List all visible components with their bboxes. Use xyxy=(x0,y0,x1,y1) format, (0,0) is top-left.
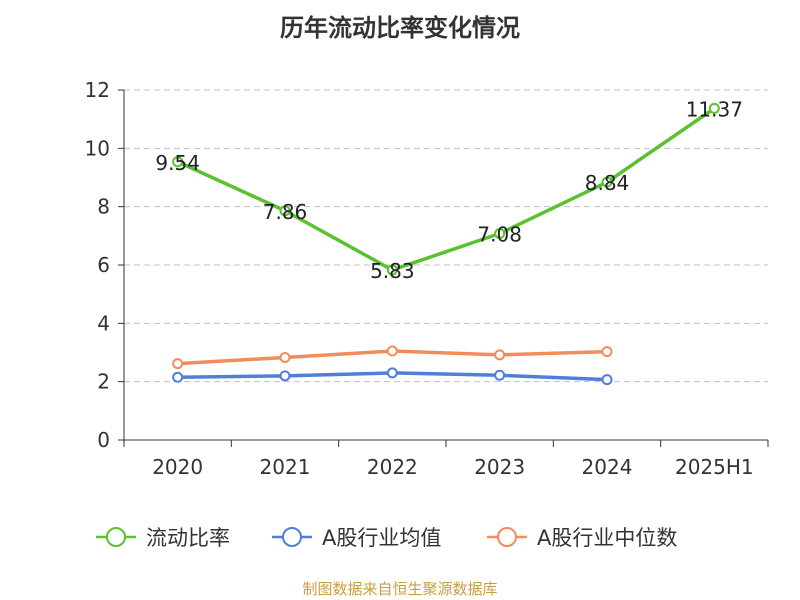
data-point xyxy=(172,371,184,383)
x-tick-label-2022: 2022 xyxy=(367,455,418,479)
data-point xyxy=(494,369,506,381)
data-point xyxy=(279,205,291,217)
legend-marker xyxy=(106,527,126,547)
data-point xyxy=(601,346,613,358)
chart-title: 历年流动比率变化情况 xyxy=(280,14,520,42)
data-point xyxy=(172,156,184,168)
data-label: 11.37 xyxy=(686,97,743,121)
y-tick-label: 0 xyxy=(97,428,110,452)
data-point xyxy=(601,374,613,386)
x-tick-label-2020: 2020 xyxy=(152,455,203,479)
series-line-0 xyxy=(175,106,717,272)
y-tick-label: 8 xyxy=(97,195,110,219)
data-label: 9.54 xyxy=(155,151,200,175)
data-point xyxy=(279,370,291,382)
y-tick-label: 6 xyxy=(97,253,110,277)
data-point xyxy=(494,349,506,361)
x-tick-label-2023: 2023 xyxy=(474,455,525,479)
data-label: 8.84 xyxy=(585,171,630,195)
x-tick-label-2025H1: 2025H1 xyxy=(675,455,754,479)
source-note: 制图数据来自恒生聚源数据库 xyxy=(302,580,498,598)
y-tick-label: 4 xyxy=(97,311,110,335)
legend-marker xyxy=(497,527,517,547)
legend-item-1[interactable]: A股行业均值 xyxy=(322,526,441,550)
data-point xyxy=(708,102,720,114)
y-tick-label: 2 xyxy=(97,370,110,394)
data-point xyxy=(494,228,506,239)
y-tick-label: 10 xyxy=(85,136,110,160)
data-label: 7.08 xyxy=(477,223,522,247)
data-point xyxy=(172,358,184,370)
data-label: 7.86 xyxy=(263,200,308,224)
x-tick-label-2024: 2024 xyxy=(582,455,633,479)
legend-item-2[interactable]: A股行业中位数 xyxy=(537,526,677,550)
legend-item-0[interactable]: 流动比率 xyxy=(146,526,230,550)
data-point xyxy=(386,345,398,357)
legend-marker xyxy=(282,527,302,547)
data-point xyxy=(386,264,398,276)
y-tick-label: 12 xyxy=(85,78,110,102)
x-tick-label-2021: 2021 xyxy=(260,455,311,479)
data-point xyxy=(601,176,613,188)
data-label: 5.83 xyxy=(370,259,415,283)
data-point xyxy=(279,351,291,363)
data-point xyxy=(386,367,398,379)
